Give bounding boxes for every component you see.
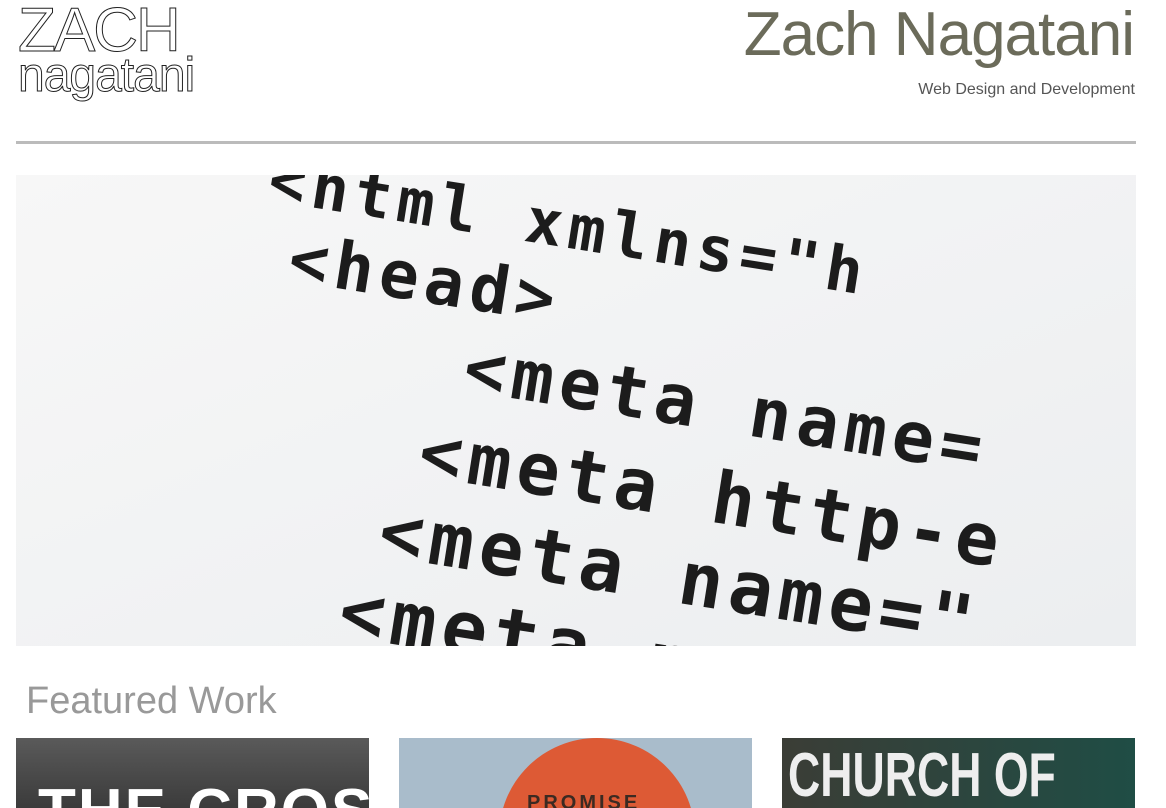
logo-bottom: nagatani — [17, 49, 195, 102]
work-card[interactable]: CHURCH OF — [782, 738, 1135, 808]
work-card[interactable]: THE CROSS — [16, 738, 369, 808]
card-label: PROMISE — [527, 792, 641, 808]
logo-top: ZACH — [17, 0, 181, 65]
hero-image: <html xmlns="h<head><meta name=<meta htt… — [16, 175, 1136, 646]
card-label: CHURCH OF — [788, 741, 1056, 808]
work-card[interactable]: PROMISE — [399, 738, 752, 808]
hero-background — [16, 175, 1136, 646]
divider — [16, 141, 1136, 144]
featured-heading: Featured Work — [26, 680, 277, 722]
site-title: Zach Nagatani — [743, 0, 1135, 69]
tagline: Web Design and Development — [918, 81, 1135, 98]
card-label: THE CROSS — [38, 776, 369, 808]
logo[interactable]: ZACH nagatani — [17, 0, 195, 102]
